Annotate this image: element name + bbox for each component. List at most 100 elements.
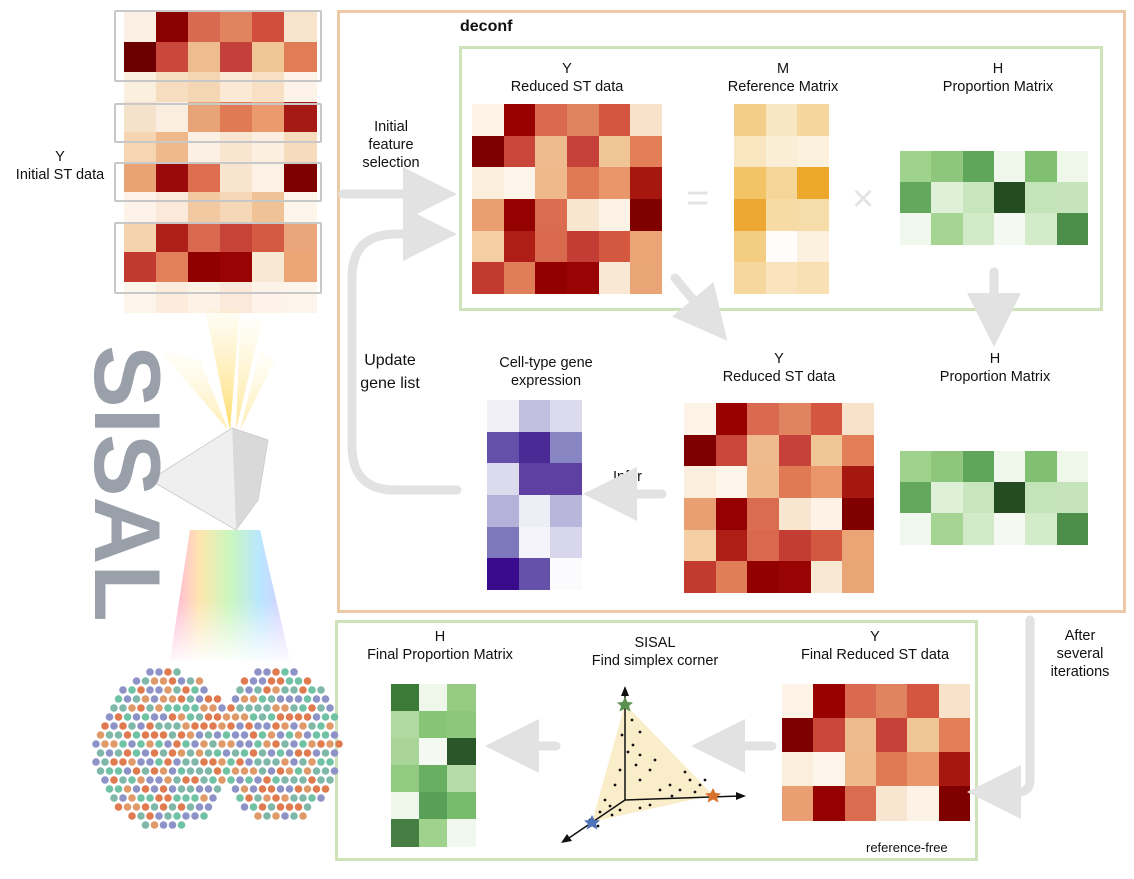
spot <box>236 704 244 712</box>
heatmap-cell <box>1025 482 1058 514</box>
spot <box>150 749 159 757</box>
spot <box>240 749 249 757</box>
spot <box>272 722 280 730</box>
spot <box>209 776 217 784</box>
spot <box>204 731 213 739</box>
spot <box>182 812 190 820</box>
spot <box>128 758 136 766</box>
heatmap-cell <box>447 819 476 847</box>
spot <box>267 749 276 757</box>
heatmap-cell <box>284 132 317 163</box>
heatmap-cell <box>447 738 476 766</box>
spot <box>249 713 258 721</box>
heatmap-cell <box>810 498 843 531</box>
heatmap-cell <box>779 403 812 436</box>
spot <box>92 740 100 748</box>
heatmap-cell <box>419 792 448 820</box>
update-loop-arrow <box>347 207 462 495</box>
heatmap-cell <box>782 786 814 821</box>
spot <box>290 776 298 784</box>
spot <box>227 758 235 766</box>
spot <box>317 758 325 766</box>
heatmap-cell <box>503 104 536 137</box>
spot <box>173 758 181 766</box>
spot <box>141 677 150 685</box>
heatmap-cell <box>900 213 932 245</box>
spot <box>182 740 190 748</box>
spot <box>326 758 334 766</box>
spot <box>159 749 168 757</box>
spot <box>281 794 289 802</box>
spot <box>141 767 150 775</box>
heatmap-cell <box>938 718 971 753</box>
spot <box>182 686 190 694</box>
heatmap-cell <box>188 132 221 163</box>
spot <box>294 803 303 811</box>
heatmap-cell <box>472 230 505 263</box>
reference-matrix-heatmap <box>734 104 830 295</box>
heatmap-cell <box>252 192 285 223</box>
heatmap-cell <box>156 42 189 73</box>
spot <box>281 722 289 730</box>
spot <box>285 803 294 811</box>
heatmap-cell <box>876 718 908 753</box>
spot <box>114 731 123 739</box>
heatmap-cell <box>419 711 448 739</box>
heatmap-cell <box>124 162 157 193</box>
final-y-subtitle: Final Reduced ST data <box>800 647 950 663</box>
spot <box>168 713 177 721</box>
heatmap-cell <box>684 403 717 436</box>
selection-box-4 <box>114 222 322 294</box>
heatmap-cell <box>931 513 964 545</box>
heatmap-cell <box>550 431 583 464</box>
spot <box>272 794 280 802</box>
heatmap-cell <box>391 738 420 766</box>
heatmap-cell <box>842 434 875 467</box>
spot <box>119 794 127 802</box>
heatmap-cell <box>124 282 157 313</box>
heatmap-cell <box>124 72 157 103</box>
spot <box>285 695 294 703</box>
spot <box>173 740 181 748</box>
spot <box>168 821 177 829</box>
heatmap-cell <box>630 135 663 168</box>
heatmap-cell <box>962 513 995 545</box>
spot <box>245 686 253 694</box>
heatmap-cell <box>900 513 932 545</box>
spot <box>132 731 141 739</box>
spot <box>308 740 316 748</box>
spot <box>128 812 136 820</box>
spot <box>312 749 321 757</box>
heatmap-cell <box>220 162 253 193</box>
heatmap-cell <box>535 230 568 263</box>
spot <box>218 776 226 784</box>
heatmap-cell <box>994 213 1026 245</box>
heatmap-cell <box>472 262 505 295</box>
spot <box>110 776 118 784</box>
heatmap-cell <box>472 135 505 168</box>
heatmap-cell <box>391 765 420 793</box>
heatmap-cell <box>765 135 798 168</box>
heatmap-cell <box>900 151 932 183</box>
proportion-title: H <box>992 61 1004 77</box>
heatmap-cell <box>876 752 908 787</box>
heatmap-cell <box>487 526 520 559</box>
spot <box>285 767 294 775</box>
spot <box>258 713 267 721</box>
spot <box>281 668 289 676</box>
heatmap-cell <box>188 282 221 313</box>
heatmap-cell <box>782 752 814 787</box>
heatmap-cell <box>598 230 631 263</box>
celltype-line1: Cell-type gene <box>499 355 593 371</box>
heatmap-cell <box>782 718 814 753</box>
spot <box>137 686 145 694</box>
reduced-y-subtitle: Reduced ST data <box>510 79 624 95</box>
heatmap-cell <box>844 786 877 821</box>
spot <box>141 785 150 793</box>
heatmap-cell <box>252 12 285 43</box>
spot <box>150 713 159 721</box>
spot <box>101 722 109 730</box>
spot <box>290 812 298 820</box>
heatmap-cell <box>550 400 583 433</box>
spot <box>236 776 244 784</box>
